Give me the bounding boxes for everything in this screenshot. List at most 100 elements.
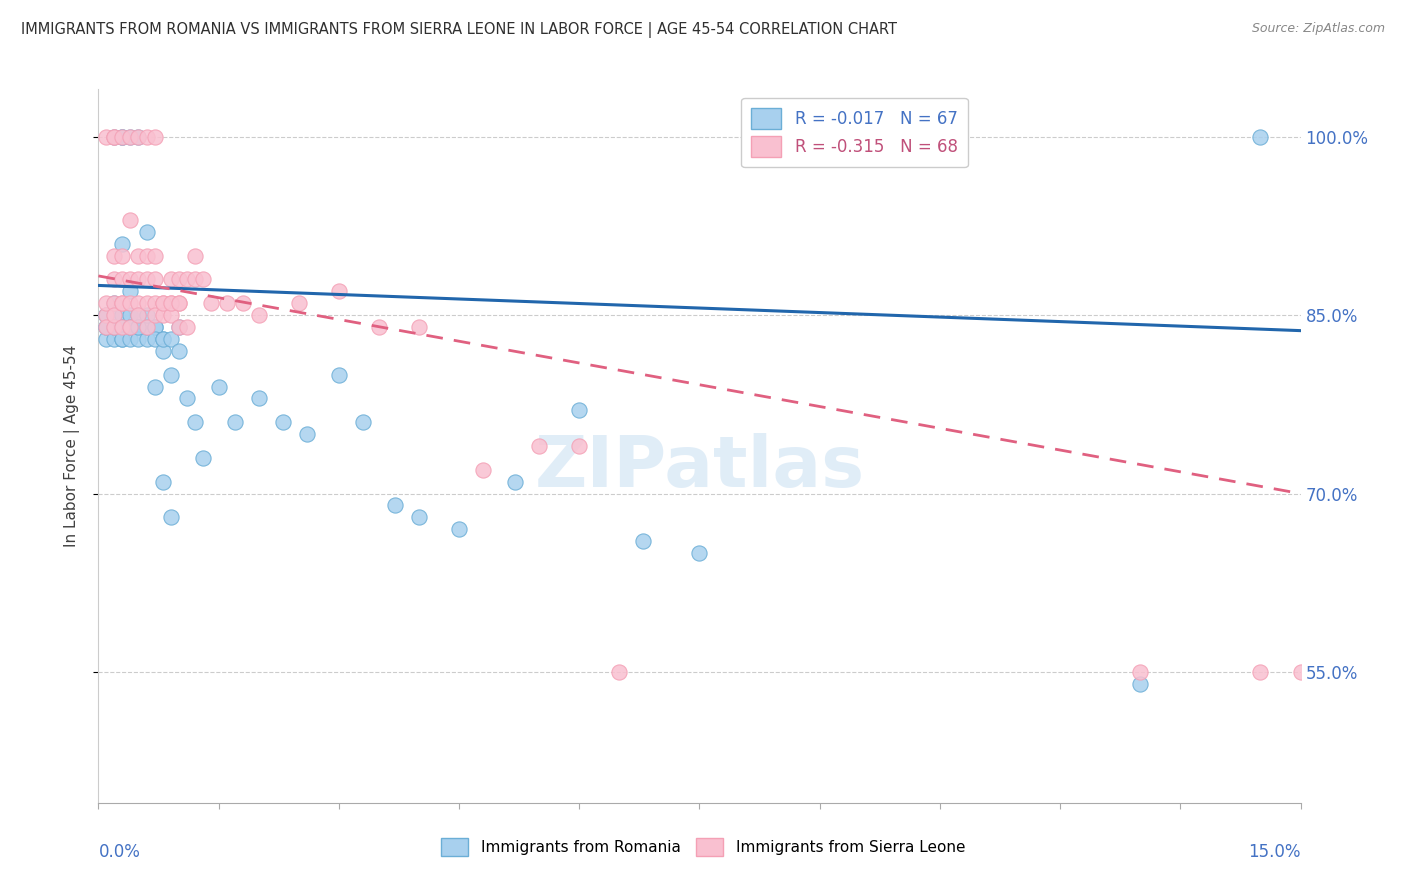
Point — [103, 272, 125, 286]
Point — [111, 272, 134, 286]
Point — [215, 296, 238, 310]
Point — [176, 272, 198, 286]
Point — [96, 308, 118, 322]
Point — [103, 308, 125, 322]
Point — [103, 249, 125, 263]
Point — [103, 296, 125, 310]
Point — [103, 320, 125, 334]
Point — [120, 272, 142, 286]
Point — [288, 296, 311, 310]
Point — [328, 368, 350, 382]
Point — [689, 546, 711, 560]
Point — [96, 320, 118, 334]
Point — [120, 320, 142, 334]
Point — [103, 332, 125, 346]
Point — [103, 129, 125, 144]
Point — [167, 296, 190, 310]
Point — [120, 332, 142, 346]
Point — [143, 249, 166, 263]
Point — [295, 427, 318, 442]
Point — [103, 129, 125, 144]
Point — [208, 379, 231, 393]
Point — [111, 296, 134, 310]
Point — [103, 296, 125, 310]
Point — [143, 296, 166, 310]
Point — [159, 296, 181, 310]
Point — [135, 320, 157, 334]
Point — [135, 249, 157, 263]
Point — [503, 475, 526, 489]
Point — [96, 308, 118, 322]
Point — [120, 308, 142, 322]
Point — [96, 129, 118, 144]
Point — [96, 296, 118, 310]
Point — [1289, 665, 1312, 679]
Point — [176, 320, 198, 334]
Point — [111, 249, 134, 263]
Point — [143, 272, 166, 286]
Point — [143, 332, 166, 346]
Point — [167, 320, 190, 334]
Point — [167, 320, 190, 334]
Point — [1129, 677, 1152, 691]
Point — [111, 320, 134, 334]
Point — [328, 285, 350, 299]
Point — [159, 308, 181, 322]
Text: Source: ZipAtlas.com: Source: ZipAtlas.com — [1251, 22, 1385, 36]
Point — [120, 129, 142, 144]
Point — [128, 296, 150, 310]
Point — [111, 296, 134, 310]
Point — [143, 320, 166, 334]
Point — [120, 213, 142, 227]
Point — [167, 272, 190, 286]
Point — [135, 272, 157, 286]
Point — [120, 320, 142, 334]
Point — [183, 249, 205, 263]
Legend: Immigrants from Romania, Immigrants from Sierra Leone: Immigrants from Romania, Immigrants from… — [434, 832, 972, 862]
Point — [128, 272, 150, 286]
Point — [111, 332, 134, 346]
Point — [103, 320, 125, 334]
Point — [143, 320, 166, 334]
Point — [408, 320, 430, 334]
Point — [111, 236, 134, 251]
Point — [183, 272, 205, 286]
Point — [1250, 665, 1272, 679]
Point — [167, 343, 190, 358]
Point — [120, 296, 142, 310]
Point — [135, 225, 157, 239]
Point — [96, 308, 118, 322]
Point — [408, 510, 430, 524]
Y-axis label: In Labor Force | Age 45-54: In Labor Force | Age 45-54 — [65, 345, 80, 547]
Point — [135, 332, 157, 346]
Point — [368, 320, 391, 334]
Point — [568, 403, 591, 417]
Point — [128, 129, 150, 144]
Point — [152, 475, 174, 489]
Point — [143, 379, 166, 393]
Point — [200, 296, 222, 310]
Point — [152, 332, 174, 346]
Point — [96, 320, 118, 334]
Point — [128, 332, 150, 346]
Point — [159, 296, 181, 310]
Point — [167, 296, 190, 310]
Point — [120, 129, 142, 144]
Point — [111, 308, 134, 322]
Point — [152, 296, 174, 310]
Point — [384, 499, 406, 513]
Point — [568, 439, 591, 453]
Point — [224, 415, 246, 429]
Point — [111, 129, 134, 144]
Point — [447, 522, 470, 536]
Point — [232, 296, 254, 310]
Point — [96, 320, 118, 334]
Point — [135, 320, 157, 334]
Text: ZIPatlas: ZIPatlas — [534, 433, 865, 502]
Point — [128, 320, 150, 334]
Point — [159, 368, 181, 382]
Point — [103, 308, 125, 322]
Point — [271, 415, 294, 429]
Point — [135, 308, 157, 322]
Point — [128, 308, 150, 322]
